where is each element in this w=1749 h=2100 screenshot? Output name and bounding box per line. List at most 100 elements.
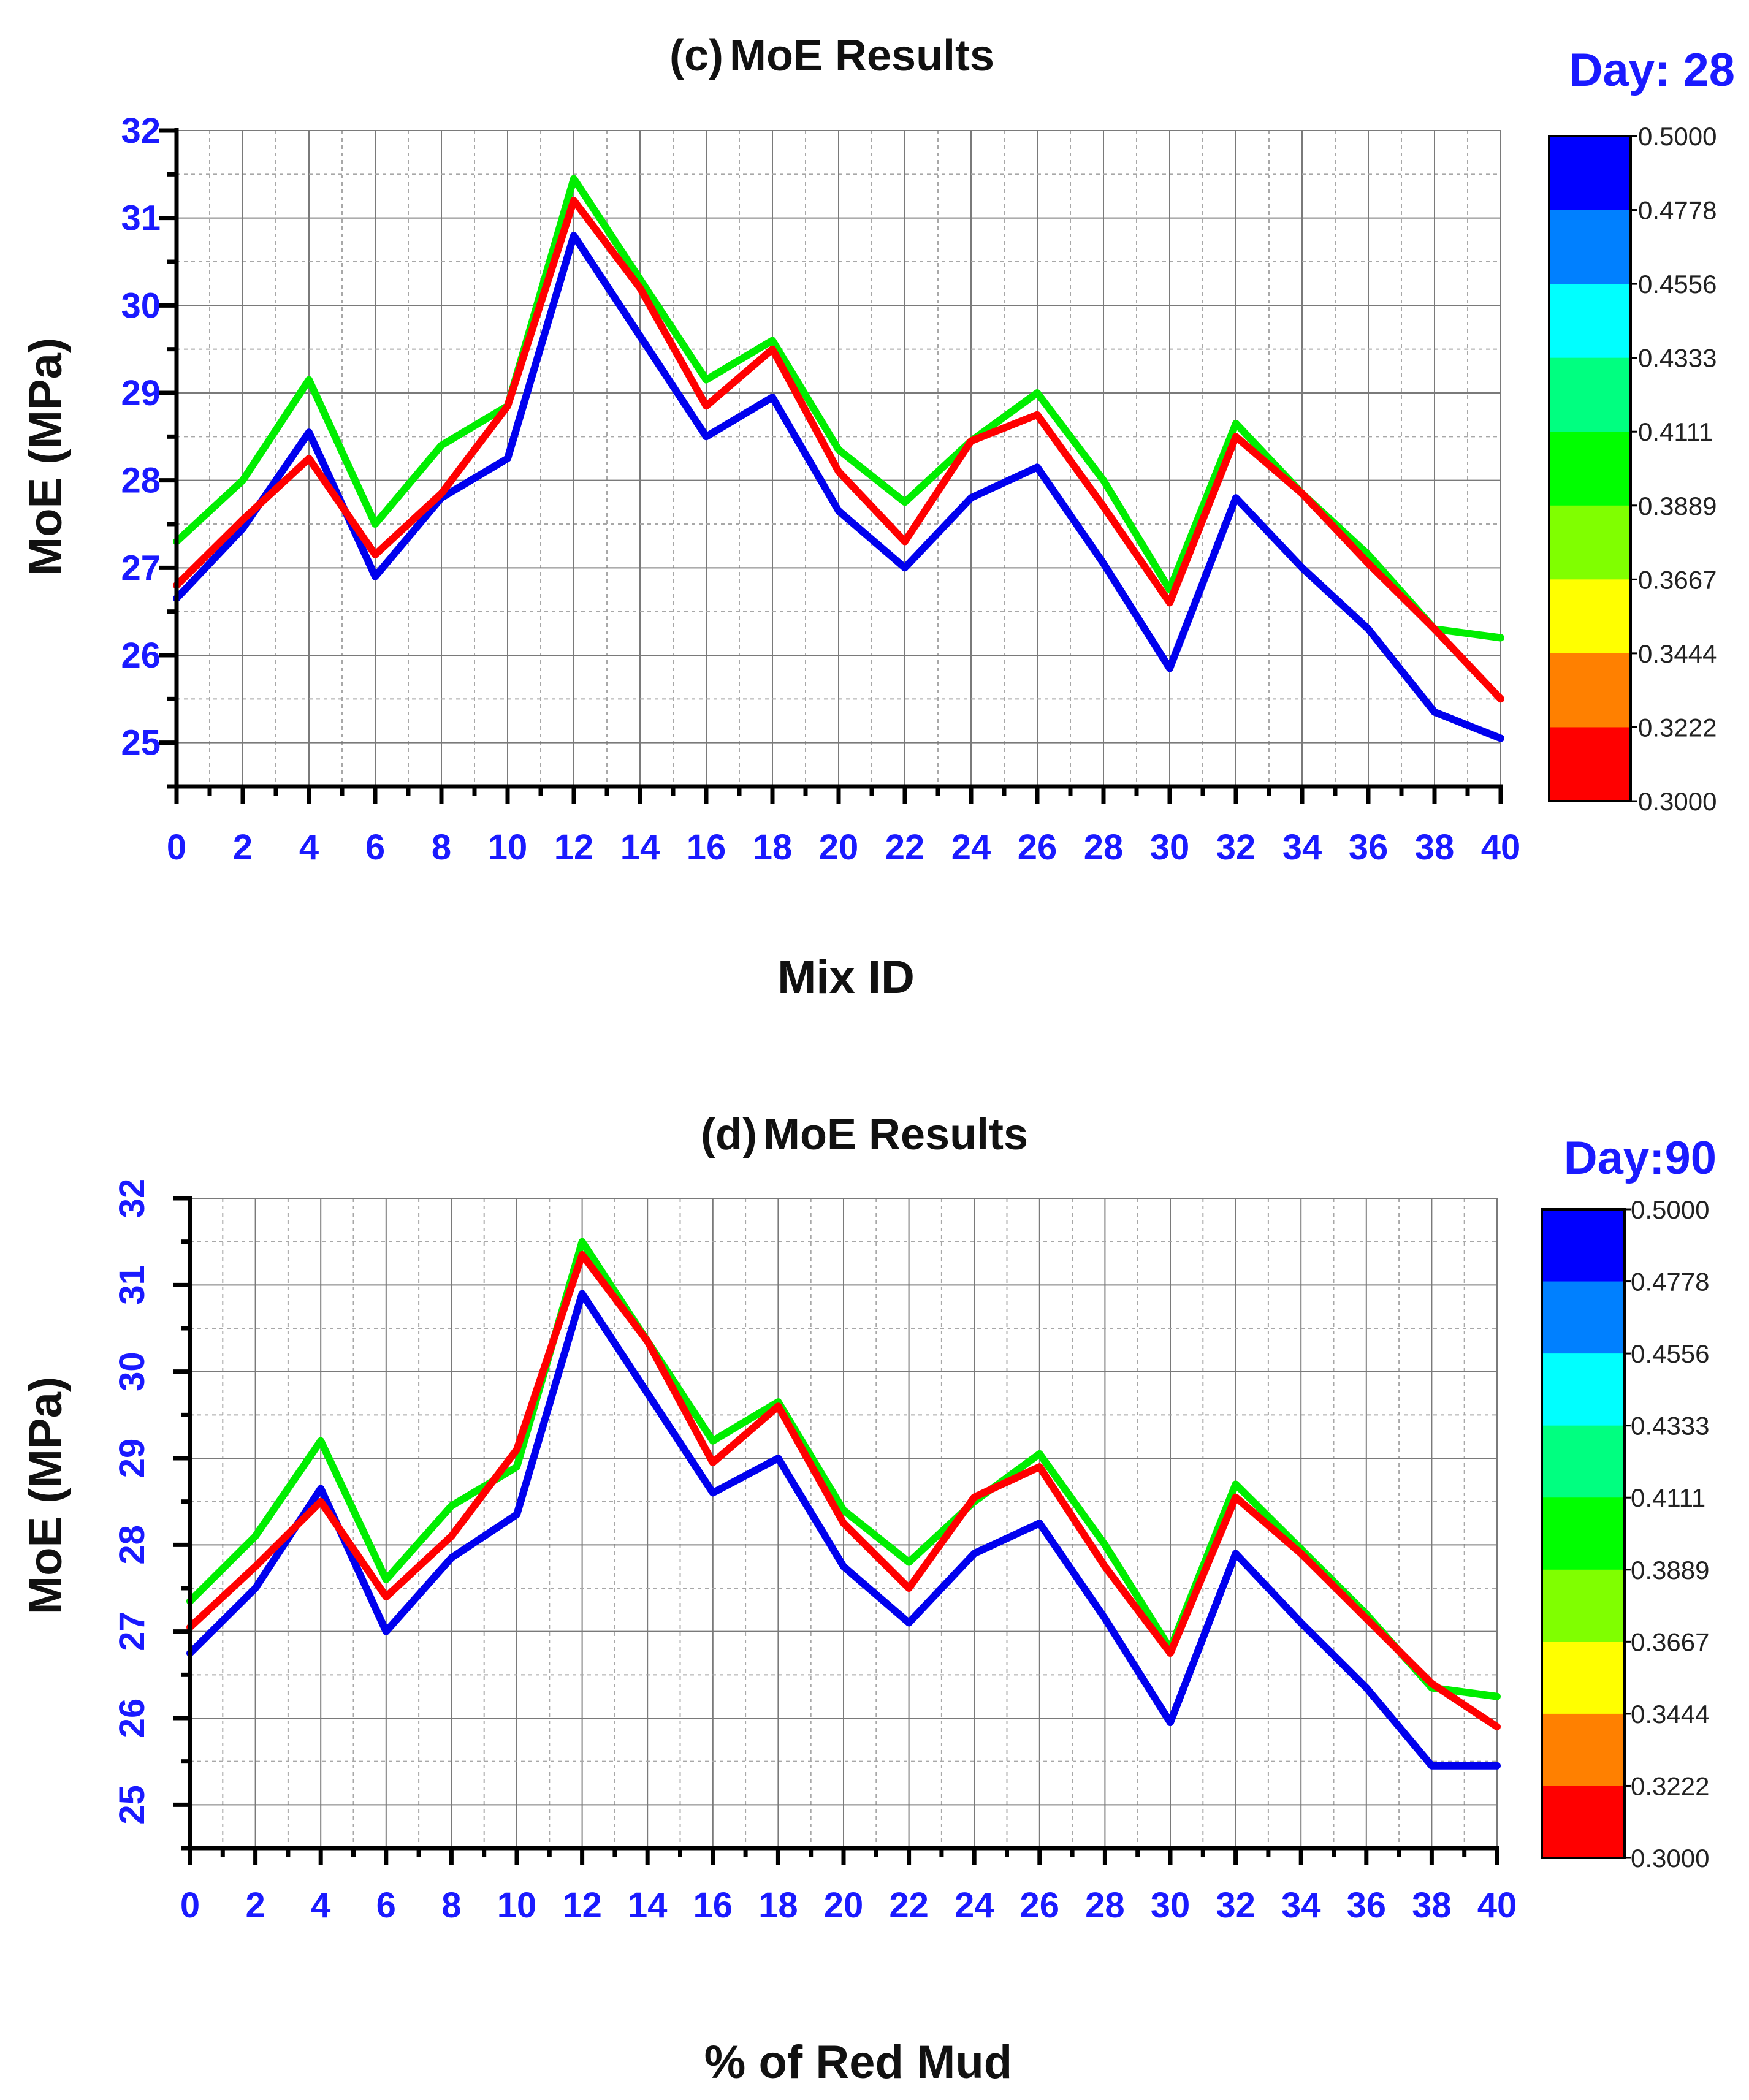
colorbar-label: 0.4333 — [1631, 1412, 1709, 1440]
y-tick-label: 32 — [121, 111, 161, 151]
x-tick-label: 38 — [1412, 1885, 1452, 1925]
panel-d-grid — [189, 1198, 1498, 1849]
y-tick-label: 27 — [121, 548, 161, 588]
colorbar-band — [1549, 727, 1631, 802]
panel-d-label: (d) — [701, 1110, 757, 1159]
panel-d-day-label: Day:90 — [1564, 1132, 1717, 1184]
x-tick-label: 22 — [885, 827, 925, 867]
panel-c-colorbar: 0.5000 0.4778 0.4556 0.4333 0.4111 0.3889 0.36… — [1548, 122, 1717, 816]
y-tick-label: 30 — [112, 1352, 152, 1391]
colorbar-label: 0.5000 — [1638, 122, 1717, 151]
colorbar-label: 0.3222 — [1638, 713, 1717, 742]
colorbar-band — [1549, 579, 1631, 654]
panel-d-title: MoE Results — [763, 1110, 1028, 1159]
y-tick-label: 30 — [121, 286, 161, 325]
colorbar-label: 0.4778 — [1638, 196, 1717, 225]
series-line-3 — [173, 197, 1504, 703]
y-tick-label: 32 — [112, 1179, 152, 1219]
panel-d-x-tick-labels: 0 2 4 6 8 10 12 14 16 18 20 22 24 26 28 30 32 34 36 38 40 — [180, 1885, 1517, 1925]
y-tick-label: 28 — [121, 461, 161, 501]
x-tick-label: 24 — [955, 1885, 994, 1925]
y-tick-label: 26 — [121, 636, 161, 675]
colorbar-label: 0.3222 — [1631, 1771, 1709, 1800]
x-tick-label: 18 — [758, 1885, 798, 1925]
panel-c-series — [173, 175, 1504, 742]
panel-d-axes — [173, 1196, 1499, 1865]
colorbar-band — [1542, 1497, 1625, 1570]
x-tick-label: 32 — [1216, 827, 1256, 867]
colorbar-band — [1549, 357, 1631, 432]
y-tick-label: 28 — [112, 1525, 152, 1565]
series-line-3 — [186, 1250, 1501, 1731]
colorbar-band — [1549, 210, 1631, 284]
x-tick-label: 36 — [1347, 1885, 1387, 1925]
colorbar-band — [1549, 284, 1631, 359]
colorbar-band — [1542, 1569, 1625, 1642]
colorbar-band — [1549, 505, 1631, 580]
panel-c-y-axis-label: MoE (MPa) — [20, 338, 72, 576]
colorbar-label: 0.3889 — [1638, 492, 1717, 520]
x-tick-label: 12 — [562, 1885, 602, 1925]
x-tick-label: 20 — [824, 1885, 864, 1925]
x-tick-label: 8 — [441, 1885, 461, 1925]
x-tick-label: 6 — [376, 1885, 396, 1925]
colorbar-label: 0.3000 — [1638, 787, 1717, 816]
panel-c-day-label: Day: 28 — [1569, 44, 1735, 96]
x-tick-label: 40 — [1481, 827, 1521, 867]
colorbar-label: 0.4556 — [1631, 1339, 1709, 1368]
x-tick-label: 26 — [1020, 1885, 1060, 1925]
x-tick-label: 12 — [554, 827, 594, 867]
x-tick-label: 28 — [1085, 1885, 1125, 1925]
x-tick-label: 24 — [951, 827, 991, 867]
colorbar-band — [1542, 1353, 1625, 1426]
colorbar-frame — [1548, 135, 1632, 802]
x-tick-label: 2 — [233, 827, 253, 867]
colorbar-band — [1542, 1209, 1625, 1282]
colorbar-label: 0.3667 — [1638, 565, 1717, 594]
colorbar-band — [1549, 136, 1631, 211]
colorbar-label: 0.3444 — [1638, 639, 1717, 668]
colorbar-label: 0.4556 — [1638, 270, 1717, 299]
series-line-2 — [186, 1290, 1501, 1770]
panel-d-colorbar: 0.5000 0.4778 0.4556 0.4333 0.4111 0.3889 0.36… — [1541, 1195, 1709, 1873]
colorbar-frame — [1541, 1208, 1626, 1859]
colorbar-band — [1542, 1281, 1625, 1354]
x-tick-label: 14 — [620, 827, 660, 867]
panel-c: (c) MoE Results Day: 28 0 2 4 6 8 10 12 14 16 18 2… — [20, 31, 1735, 1003]
x-tick-label: 26 — [1018, 827, 1057, 867]
colorbar-band — [1542, 1713, 1625, 1786]
x-tick-label: 6 — [365, 827, 385, 867]
x-tick-label: 28 — [1084, 827, 1124, 867]
colorbar-label: 0.3000 — [1631, 1844, 1709, 1873]
panel-c-y-tick-labels: 25 26 27 28 29 30 31 32 — [121, 111, 161, 763]
panel-d-y-axis-label: MoE (MPa) — [20, 1377, 72, 1615]
x-tick-label: 20 — [819, 827, 859, 867]
colorbar-label: 0.5000 — [1631, 1195, 1709, 1224]
x-tick-label: 10 — [488, 827, 528, 867]
panel-d-y-tick-labels: 25 26 27 28 29 30 31 32 — [112, 1179, 152, 1825]
y-tick-label: 25 — [121, 723, 161, 763]
colorbar-label: 0.4111 — [1631, 1483, 1705, 1512]
colorbar-band — [1549, 432, 1631, 506]
y-tick-label: 31 — [121, 199, 161, 238]
panel-c-x-tick-labels: 0 2 4 6 8 10 12 14 16 18 20 22 24 26 28 30 32 34 36 38 40 — [167, 827, 1520, 867]
colorbar-band — [1549, 653, 1631, 728]
colorbar-label: 0.3667 — [1631, 1627, 1709, 1656]
panel-c-x-axis-label: Mix ID — [777, 951, 915, 1003]
x-tick-label: 16 — [693, 1885, 733, 1925]
x-tick-label: 0 — [180, 1885, 200, 1925]
x-tick-label: 36 — [1349, 827, 1389, 867]
x-tick-label: 0 — [167, 827, 186, 867]
colorbar-label: 0.3444 — [1631, 1700, 1709, 1729]
x-tick-label: 14 — [628, 1885, 668, 1925]
colorbar-label: 0.4333 — [1638, 344, 1717, 373]
x-tick-label: 32 — [1216, 1885, 1256, 1925]
panel-c-axes — [159, 128, 1503, 804]
x-tick-label: 30 — [1150, 827, 1190, 867]
x-tick-label: 34 — [1281, 1885, 1321, 1925]
x-tick-label: 30 — [1151, 1885, 1191, 1925]
x-tick-label: 18 — [753, 827, 793, 867]
colorbar-band — [1542, 1425, 1625, 1498]
y-tick-label: 31 — [112, 1265, 152, 1305]
x-tick-label: 4 — [299, 827, 319, 867]
